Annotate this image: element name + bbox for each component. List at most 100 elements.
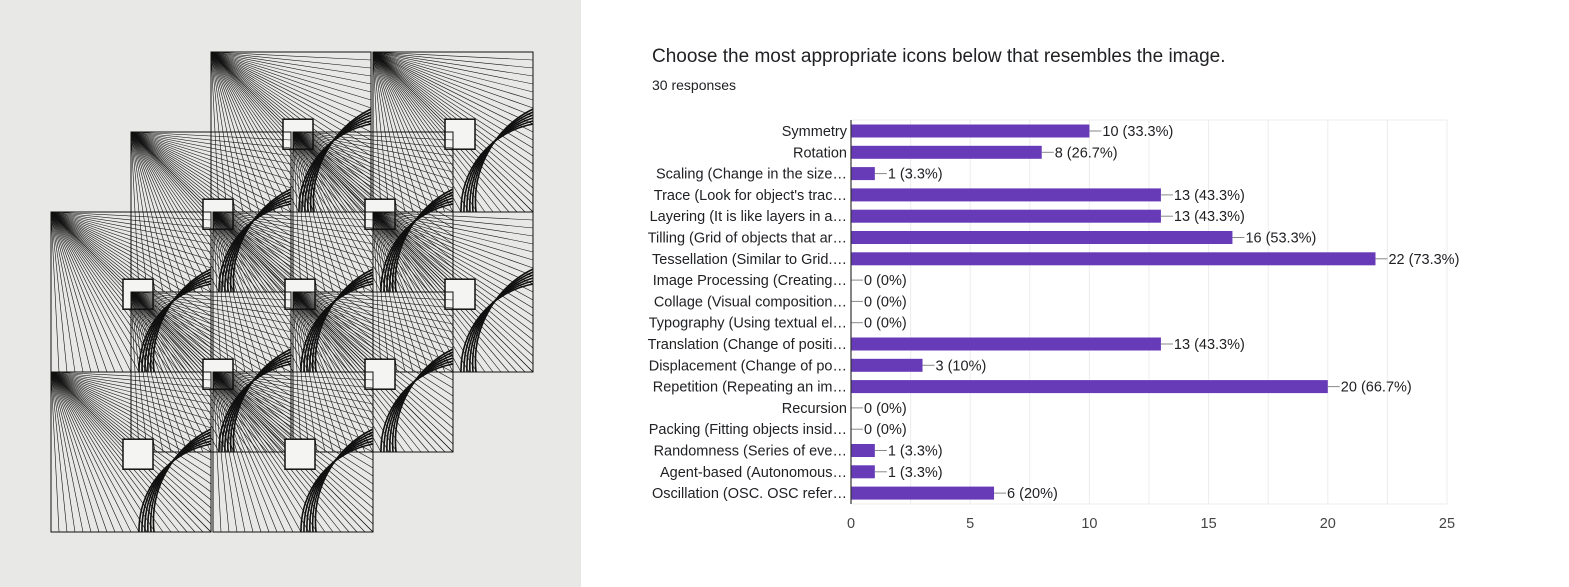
- category-label: Image Processing (Creating…: [653, 273, 847, 289]
- art-line: [212, 371, 374, 389]
- art-line: [130, 291, 292, 349]
- art-tile: [130, 291, 292, 453]
- bar: [851, 231, 1233, 244]
- response-count: 30 responses: [652, 77, 737, 93]
- art-line: [212, 371, 374, 381]
- art-line: [50, 371, 172, 533]
- art-line: [212, 371, 374, 461]
- art-line: [50, 371, 188, 533]
- art-arc: [394, 348, 454, 453]
- art-line: [130, 291, 292, 301]
- data-label: 16 (53.3%): [1245, 231, 1316, 247]
- art-line: [50, 211, 212, 269]
- data-label: 13 (43.3%): [1174, 188, 1245, 204]
- art-line: [292, 291, 454, 373]
- art-line: [50, 371, 92, 533]
- x-tick-label: 5: [966, 516, 974, 532]
- art-arc: [141, 440, 212, 533]
- art-line: [292, 131, 454, 173]
- category-label: Typography (Using textual el…: [649, 316, 847, 332]
- art-arc: [466, 117, 534, 213]
- art-line: [50, 211, 212, 293]
- art-line: [372, 51, 534, 61]
- art-line: [292, 291, 454, 333]
- art-arc: [463, 280, 534, 373]
- art-line: [130, 131, 292, 253]
- art-arc: [474, 268, 534, 373]
- art-line: [212, 371, 230, 533]
- art-line: [212, 211, 374, 277]
- art-line: [212, 371, 246, 533]
- art-arc: [232, 348, 292, 453]
- art-arc: [460, 123, 534, 213]
- art-line: [50, 371, 212, 405]
- art-line: [212, 371, 342, 533]
- art-line: [210, 51, 372, 157]
- art-line: [372, 211, 534, 325]
- art-line: [50, 371, 68, 533]
- art-line: [50, 211, 132, 373]
- art-line: [210, 51, 372, 117]
- art-line: [50, 211, 100, 373]
- art-line: [130, 131, 292, 245]
- art-line: [50, 371, 212, 389]
- art-line: [292, 291, 454, 301]
- category-label: Recursion: [782, 401, 847, 417]
- line-art-group: [50, 51, 534, 533]
- bar: [851, 380, 1328, 394]
- category-label: Tessellation (Similar to Grid.…: [652, 252, 847, 268]
- art-line: [292, 131, 454, 205]
- art-line: [372, 51, 534, 133]
- bar: [851, 444, 875, 457]
- art-line: [372, 211, 534, 277]
- data-label: 8 (26.7%): [1055, 145, 1118, 161]
- art-line: [130, 291, 292, 317]
- data-label: 20 (66.7%): [1341, 380, 1412, 396]
- art-line: [50, 371, 212, 421]
- bar: [851, 486, 995, 500]
- art-line: [372, 51, 534, 77]
- art-line: [372, 211, 534, 253]
- category-label: Packing (Fitting objects insid…: [649, 422, 847, 438]
- category-label: Displacement (Change of po…: [649, 358, 847, 374]
- art-line: [292, 131, 454, 213]
- art-arc: [474, 108, 534, 213]
- art-line: [50, 211, 212, 253]
- art-line: [372, 51, 534, 109]
- art-line: [130, 291, 292, 365]
- art-line: [212, 371, 374, 485]
- category-label: Agent-based (Autonomous…: [660, 465, 847, 481]
- art-line: [210, 51, 372, 173]
- art-line: [50, 371, 212, 437]
- art-line: [50, 211, 116, 373]
- category-label: Oscillation (OSC. OSC refer…: [652, 486, 847, 502]
- art-line: [212, 211, 374, 229]
- art-line: [50, 211, 212, 317]
- art-line: [372, 51, 534, 69]
- art-line: [212, 371, 270, 533]
- art-line: [50, 371, 212, 413]
- art-arc: [300, 443, 374, 533]
- art-line: [50, 211, 212, 301]
- bar: [851, 124, 1090, 138]
- art-line: [212, 371, 318, 533]
- art-line: [210, 51, 372, 101]
- art-line: [372, 211, 534, 293]
- art-line: [372, 211, 534, 221]
- art-notch: [122, 438, 154, 470]
- art-line: [210, 51, 372, 69]
- art-line: [212, 211, 374, 333]
- art-line: [372, 211, 534, 269]
- data-label: 10 (33.3%): [1102, 124, 1173, 140]
- art-line: [50, 211, 188, 373]
- category-label: Repetition (Repeating an im…: [653, 380, 847, 396]
- art-line: [212, 371, 374, 421]
- category-label: Tilling (Grid of objects that ar…: [648, 231, 847, 247]
- art-line: [50, 371, 124, 533]
- art-arc: [144, 437, 212, 533]
- art-line: [212, 211, 374, 301]
- category-label: Trace (Look for object's trac…: [654, 188, 847, 204]
- art-line: [210, 51, 372, 125]
- art-arc: [460, 283, 534, 373]
- art-line: [212, 371, 238, 533]
